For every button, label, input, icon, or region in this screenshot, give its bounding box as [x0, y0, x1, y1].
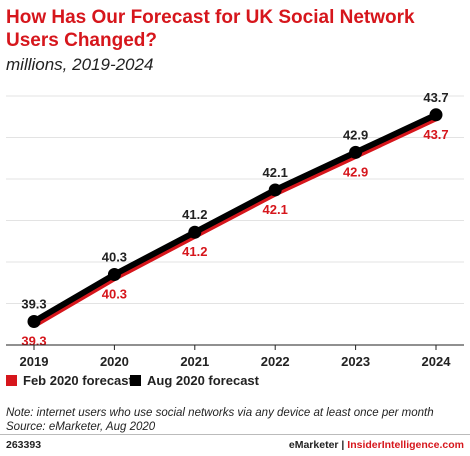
data-point-aug-2020 [188, 225, 202, 239]
legend-item-aug: Aug 2020 forecast [130, 373, 259, 388]
x-tick-label: 2024 [422, 354, 452, 369]
data-point-aug-2020 [429, 108, 443, 122]
brand-insider-intelligence: InsiderIntelligence.com [347, 439, 464, 451]
footer-divider [0, 434, 470, 435]
x-tick-label: 2020 [100, 354, 129, 369]
source-text: Source: eMarketer, Aug 2020 [6, 421, 156, 433]
brand-separator: | [341, 439, 345, 451]
brand-emarketer: eMarketer [288, 439, 339, 451]
data-label-feb-2020: 40.3 [102, 287, 127, 302]
chart-series [27, 108, 443, 329]
data-label-feb-2020: 42.1 [263, 202, 288, 217]
chart-id: 263393 [6, 439, 42, 451]
chart-notes: Note: internet users who use social netw… [6, 406, 434, 434]
footer-brand: eMarketer | InsiderIntelligence.com [289, 439, 464, 451]
line-chart: 39.339.340.340.341.241.242.142.142.942.9… [6, 90, 464, 369]
data-label-aug-2020: 42.1 [263, 165, 288, 180]
chart-subtitle: millions, 2019-2024 [6, 55, 154, 74]
chart-data-labels: 39.339.340.340.341.241.242.142.142.942.9… [21, 90, 448, 349]
legend-label-aug: Aug 2020 forecast [147, 373, 259, 388]
series-line-aug-2020 [31, 111, 439, 325]
data-point-aug-2020 [268, 183, 282, 197]
chart-title: How Has Our Forecast for UK Social Netwo… [6, 7, 415, 51]
data-label-feb-2020: 41.2 [182, 244, 207, 259]
data-label-feb-2020: 42.9 [343, 164, 368, 179]
data-label-aug-2020: 43.7 [423, 90, 448, 105]
data-point-aug-2020 [349, 145, 363, 159]
data-label-aug-2020: 41.2 [182, 207, 207, 222]
chart-x-axis: 2019 2020 2021 2022 2023 2024 [6, 344, 464, 369]
data-label-aug-2020: 40.3 [102, 250, 127, 265]
x-tick-label: 2021 [180, 354, 209, 369]
data-point-aug-2020 [27, 315, 41, 329]
legend-swatch-feb [6, 375, 17, 386]
series-line-feb-2020 [32, 114, 440, 328]
legend-item-feb: Feb 2020 forecast [6, 373, 133, 388]
legend-label-feb: Feb 2020 forecast [23, 373, 133, 388]
x-tick-label: 2019 [20, 354, 49, 369]
data-label-feb-2020: 43.7 [423, 127, 448, 142]
note-text: Note: internet users who use social netw… [6, 407, 434, 419]
data-point-aug-2020 [107, 268, 121, 282]
data-label-aug-2020: 42.9 [343, 127, 368, 142]
x-tick-label: 2023 [341, 354, 370, 369]
x-tick-label: 2022 [261, 354, 290, 369]
legend-swatch-aug [130, 375, 141, 386]
data-label-aug-2020: 39.3 [21, 297, 46, 312]
